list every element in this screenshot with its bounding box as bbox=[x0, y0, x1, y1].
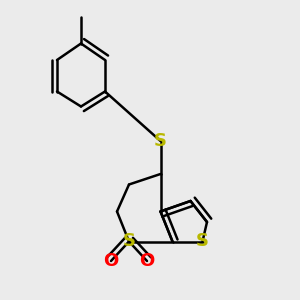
Text: S: S bbox=[122, 232, 136, 250]
Text: O: O bbox=[140, 252, 154, 270]
Text: S: S bbox=[196, 232, 209, 250]
Text: O: O bbox=[103, 252, 118, 270]
Text: S: S bbox=[154, 132, 167, 150]
